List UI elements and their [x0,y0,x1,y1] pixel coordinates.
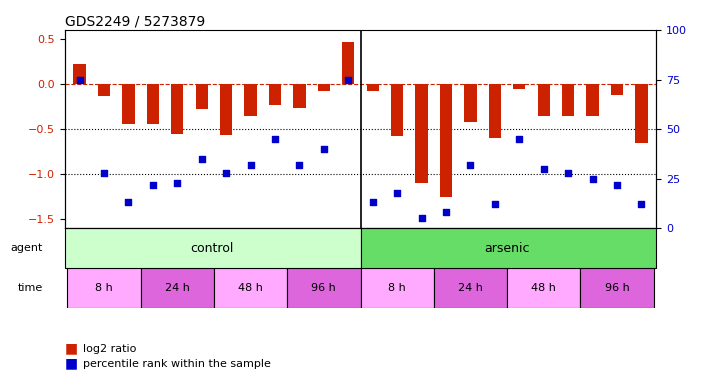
Point [611,182,623,188]
Text: 48 h: 48 h [531,283,556,292]
Point [636,201,647,207]
Bar [293,84,306,108]
FancyBboxPatch shape [360,268,434,308]
Bar [489,84,501,138]
Bar [342,42,355,84]
Point [196,156,208,162]
Text: agent: agent [11,243,43,253]
Text: 8 h: 8 h [389,283,406,292]
Point [489,201,500,207]
Text: 48 h: 48 h [238,283,263,292]
Point [392,189,403,195]
Point [318,146,329,152]
Bar [635,84,647,142]
Bar [98,84,110,96]
Point [98,170,110,176]
FancyBboxPatch shape [287,268,360,308]
Point [416,215,428,221]
Bar [513,84,526,88]
Text: percentile rank within the sample: percentile rank within the sample [83,359,271,369]
FancyBboxPatch shape [507,268,580,308]
Point [245,162,257,168]
Point [464,162,476,168]
Text: 8 h: 8 h [95,283,113,292]
Bar [147,84,159,124]
Bar [464,84,477,122]
FancyBboxPatch shape [360,228,656,268]
Bar [562,84,574,116]
Point [562,170,574,176]
Bar [440,84,452,196]
Text: 96 h: 96 h [605,283,629,292]
Point [172,180,183,186]
FancyBboxPatch shape [434,268,507,308]
Text: 96 h: 96 h [311,283,336,292]
Bar [391,84,403,136]
Bar [74,64,86,84]
Text: time: time [17,283,43,292]
Point [342,76,354,82]
Text: control: control [190,242,233,255]
FancyBboxPatch shape [214,268,287,308]
Text: ■: ■ [65,357,78,371]
Bar [366,84,379,91]
Point [123,200,134,206]
Point [587,176,598,181]
Text: 24 h: 24 h [458,283,483,292]
Point [513,136,525,142]
Bar [415,84,428,183]
Text: ■: ■ [65,342,78,356]
Bar [611,84,623,95]
Text: GDS2249 / 5273879: GDS2249 / 5273879 [65,15,205,29]
Point [147,182,159,188]
Point [538,166,549,172]
Point [293,162,305,168]
Point [367,200,379,206]
Bar [586,84,598,116]
Bar [220,84,232,135]
Bar [123,84,135,124]
Bar [538,84,550,116]
Bar [244,84,257,116]
FancyBboxPatch shape [141,268,214,308]
Text: 24 h: 24 h [165,283,190,292]
Point [221,170,232,176]
FancyBboxPatch shape [580,268,654,308]
Point [74,76,85,82]
Point [269,136,280,142]
FancyBboxPatch shape [67,268,141,308]
Bar [195,84,208,109]
Point [441,209,452,215]
Bar [269,84,281,105]
Text: log2 ratio: log2 ratio [83,344,136,354]
Bar [318,84,330,91]
Text: arsenic: arsenic [485,242,530,255]
FancyBboxPatch shape [65,228,360,268]
Bar [171,84,183,134]
